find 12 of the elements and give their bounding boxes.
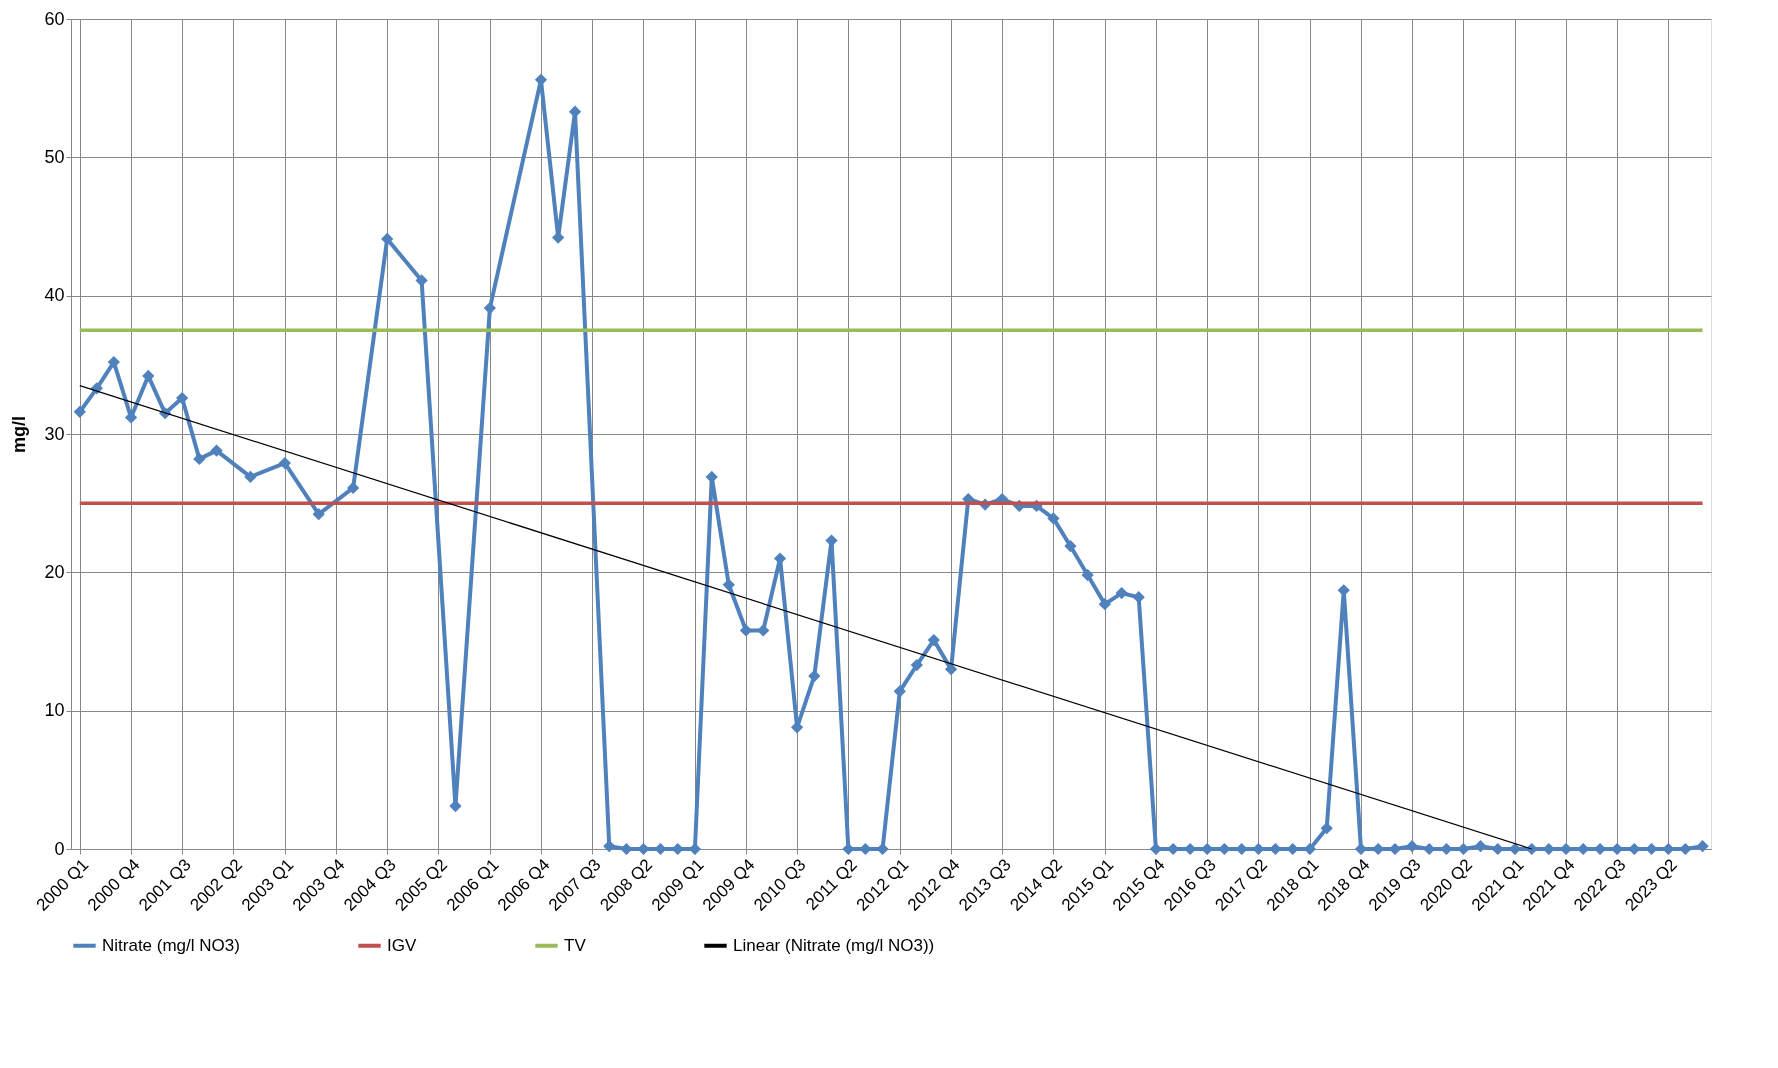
y-tick-label: 60 bbox=[44, 8, 65, 29]
legend-label: Nitrate (mg/l NO3) bbox=[102, 935, 240, 955]
legend-label: Linear (Nitrate (mg/l NO3)) bbox=[733, 935, 935, 955]
y-tick-label: 30 bbox=[44, 423, 65, 444]
legend-label: IGV bbox=[387, 935, 417, 955]
y-tick-label: 40 bbox=[44, 285, 65, 306]
y-tick-label: 20 bbox=[44, 561, 65, 582]
y-tick-label: 0 bbox=[54, 838, 65, 859]
y-tick-label: 50 bbox=[44, 146, 65, 167]
y-tick-label: 10 bbox=[44, 700, 65, 721]
y-axis-title: mg/l bbox=[9, 415, 30, 454]
legend-label: TV bbox=[564, 935, 587, 955]
